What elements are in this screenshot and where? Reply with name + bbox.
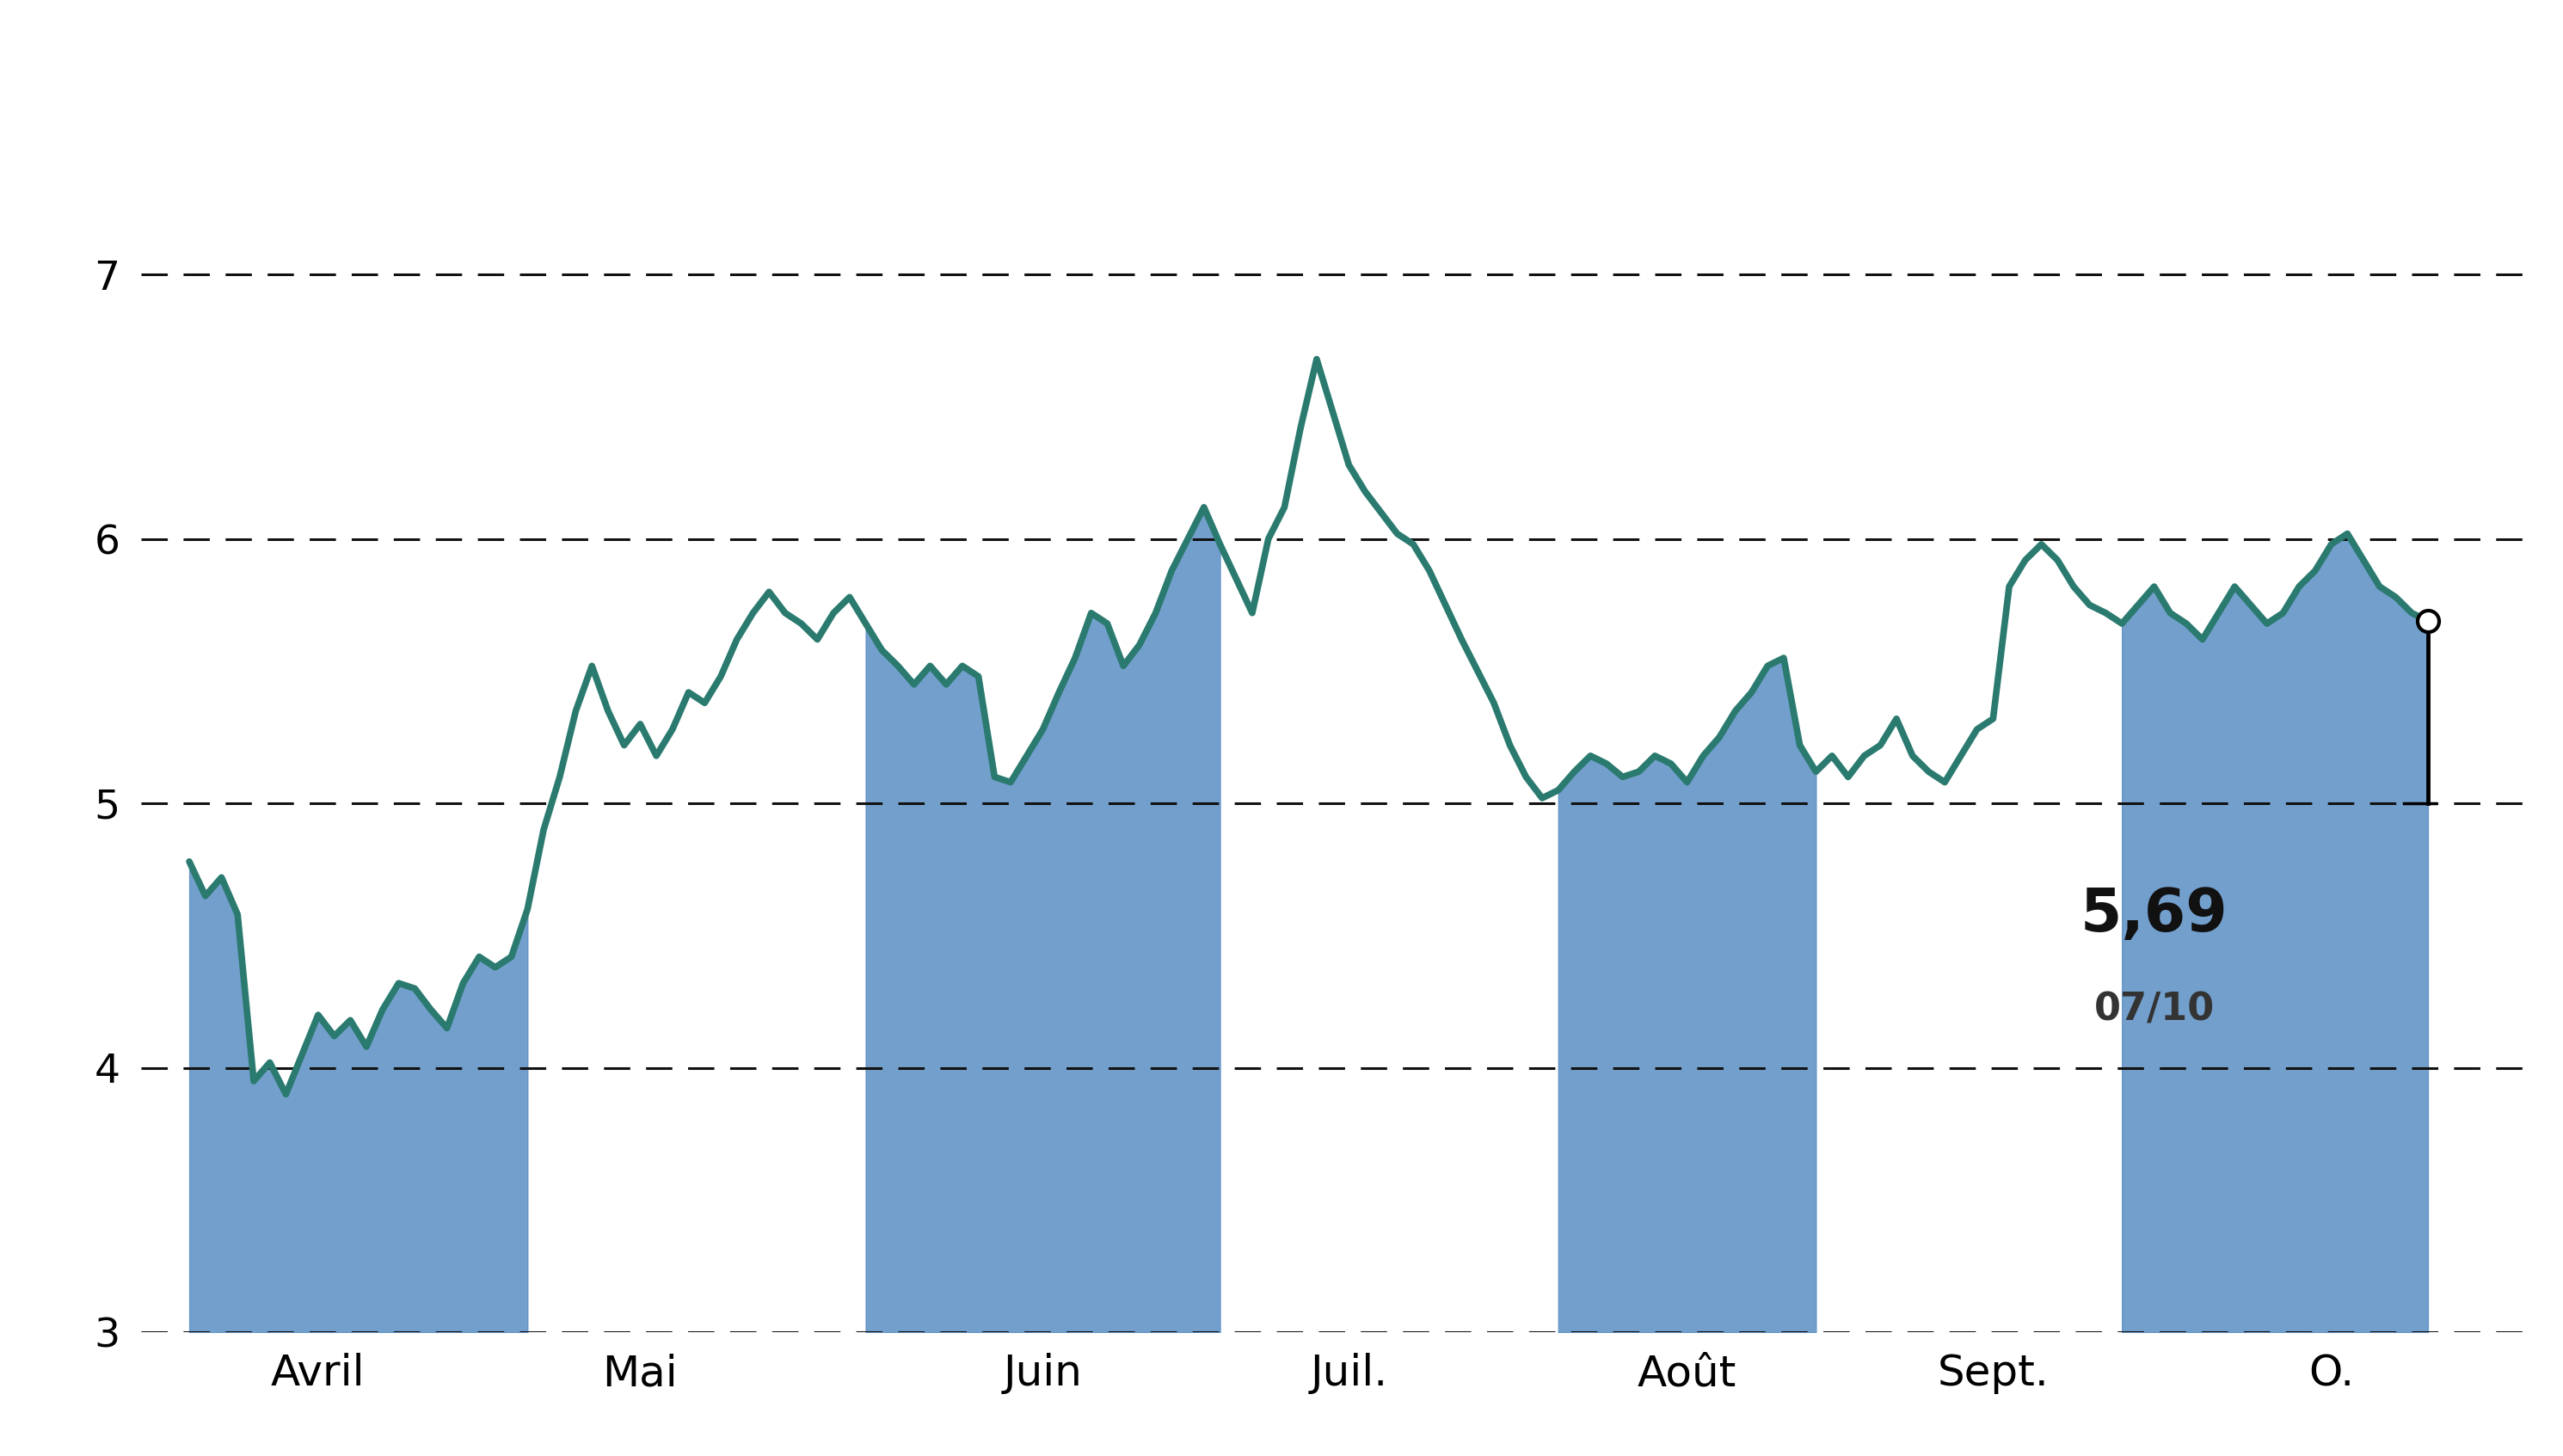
Text: 07/10: 07/10 — [2094, 992, 2214, 1028]
Text: 5,69: 5,69 — [2081, 885, 2227, 943]
Text: U.S. Gold Corp.: U.S. Gold Corp. — [974, 51, 1589, 121]
